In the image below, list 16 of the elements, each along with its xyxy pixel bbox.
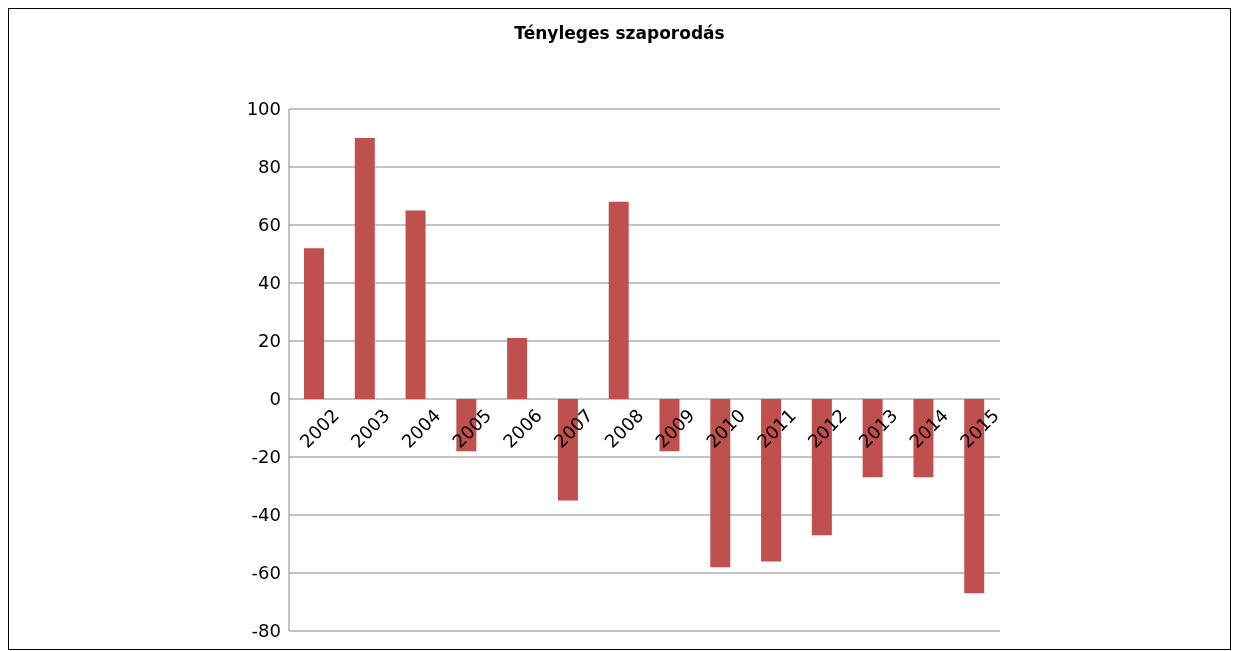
bar [354,138,375,399]
y-tick-label: -80 [251,620,281,642]
y-tick-label: 60 [258,214,281,236]
y-tick-label: -60 [251,562,281,584]
chart-title: Tényleges szaporodás [513,22,726,45]
y-tick-label: 100 [246,98,281,120]
bar [507,338,528,399]
y-tick-label: 40 [258,272,281,294]
y-tick-label: -20 [251,446,281,468]
bar [608,201,629,399]
y-tick-label: 80 [258,156,281,178]
y-tick-label: 0 [269,388,281,410]
y-tick-label: -40 [251,504,281,526]
bar [304,248,324,399]
bar [405,210,426,399]
y-tick-label: 20 [258,330,281,352]
